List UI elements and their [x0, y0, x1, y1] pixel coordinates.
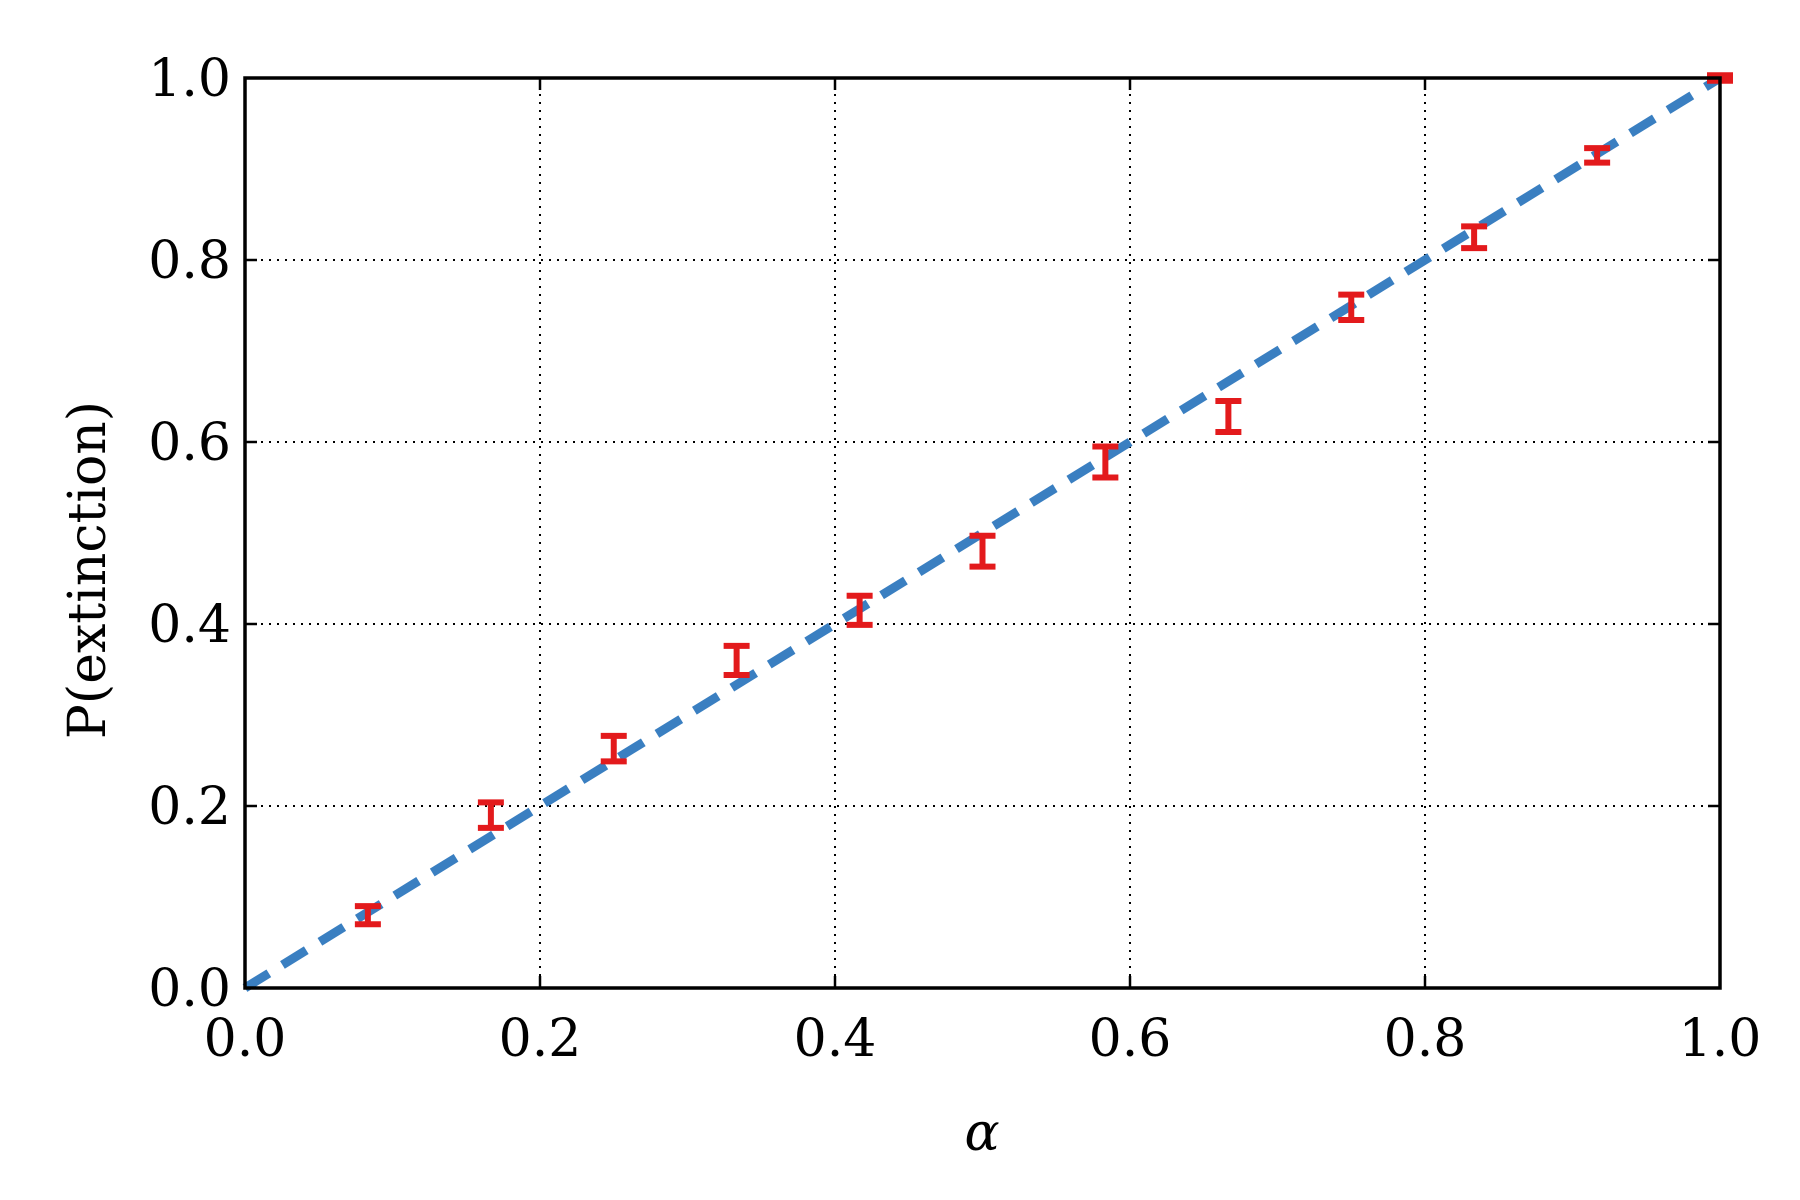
- x-tick-label: 0.4: [794, 1009, 877, 1069]
- plot-frame: [243, 76, 1722, 990]
- data-point: [600, 732, 627, 765]
- fit-line-layer: [242, 74, 1723, 992]
- data-point: [969, 532, 996, 570]
- x-axis-label: α: [964, 1103, 999, 1163]
- data-point: [1584, 145, 1611, 166]
- y-tick-label: 0.4: [148, 595, 231, 655]
- fit-line: [242, 74, 1723, 992]
- y-tick-label: 0.0: [148, 959, 231, 1019]
- data-point: [354, 903, 381, 928]
- x-tick-label: 1.0: [1679, 1009, 1762, 1069]
- data-point: [723, 642, 750, 678]
- x-tick-labels: 0.0 0.2 0.4 0.6 0.8 1.0: [204, 1009, 1762, 1069]
- data-point: [1461, 223, 1488, 252]
- y-tick-label: 0.2: [148, 777, 231, 837]
- data-points-layer: [354, 72, 1733, 928]
- x-tick-label: 0.6: [1089, 1009, 1172, 1069]
- y-tick-label: 1.0: [148, 49, 231, 109]
- y-tick-label: 0.6: [148, 413, 231, 473]
- data-point: [1215, 398, 1242, 435]
- y-tick-labels: 0.0 0.2 0.4 0.6 0.8 1.0: [148, 49, 231, 1019]
- x-tick-label: 0.2: [499, 1009, 582, 1069]
- x-tick-label: 0.8: [1384, 1009, 1467, 1069]
- data-point: [1092, 443, 1119, 481]
- y-tick-label: 0.8: [148, 231, 231, 291]
- data-point: [477, 799, 504, 831]
- data-point: [1338, 291, 1365, 324]
- x-tick-label: 0.0: [204, 1009, 287, 1069]
- data-point: [846, 592, 873, 628]
- y-axis-label: P(extinction): [58, 401, 118, 739]
